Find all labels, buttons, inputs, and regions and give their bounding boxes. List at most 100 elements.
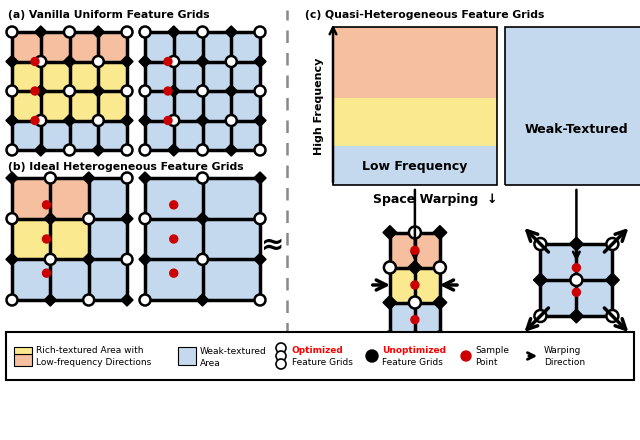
- Bar: [505, 27, 640, 185]
- Bar: [202, 178, 260, 219]
- Bar: [390, 303, 440, 337]
- Bar: [173, 91, 202, 121]
- Bar: [202, 219, 260, 259]
- Polygon shape: [121, 55, 133, 68]
- Circle shape: [164, 58, 172, 66]
- Bar: [333, 27, 497, 98]
- Polygon shape: [63, 55, 76, 68]
- Bar: [14, 354, 32, 366]
- Circle shape: [35, 56, 46, 67]
- Bar: [145, 32, 173, 62]
- Polygon shape: [254, 253, 266, 265]
- Polygon shape: [225, 85, 237, 97]
- Polygon shape: [383, 296, 397, 309]
- Circle shape: [607, 238, 618, 250]
- Polygon shape: [254, 55, 266, 68]
- Bar: [178, 347, 196, 365]
- Circle shape: [164, 117, 172, 125]
- Bar: [12, 32, 41, 62]
- Circle shape: [168, 115, 179, 126]
- Bar: [390, 232, 440, 268]
- Bar: [173, 32, 202, 62]
- Circle shape: [140, 144, 150, 155]
- Circle shape: [140, 85, 150, 96]
- Circle shape: [122, 172, 132, 183]
- Circle shape: [64, 26, 75, 37]
- Circle shape: [255, 26, 266, 37]
- Polygon shape: [570, 237, 583, 251]
- Polygon shape: [139, 172, 151, 184]
- Polygon shape: [92, 85, 104, 97]
- Circle shape: [45, 172, 56, 183]
- Bar: [51, 178, 89, 219]
- Bar: [89, 259, 127, 300]
- Text: Low-frequency Directions: Low-frequency Directions: [36, 357, 151, 367]
- Bar: [145, 62, 173, 91]
- Polygon shape: [383, 226, 397, 239]
- Polygon shape: [35, 144, 47, 156]
- Circle shape: [572, 264, 580, 272]
- Polygon shape: [196, 55, 209, 68]
- Circle shape: [164, 87, 172, 95]
- Circle shape: [42, 235, 51, 243]
- Bar: [145, 259, 202, 300]
- Circle shape: [570, 274, 582, 286]
- Bar: [145, 178, 202, 219]
- Circle shape: [140, 213, 150, 224]
- Bar: [70, 121, 99, 150]
- Bar: [12, 178, 51, 219]
- Circle shape: [140, 26, 150, 37]
- Polygon shape: [168, 144, 180, 156]
- Polygon shape: [92, 144, 104, 156]
- Text: Direction: Direction: [544, 357, 585, 367]
- Circle shape: [170, 201, 178, 209]
- Circle shape: [168, 56, 179, 67]
- Text: High Frequency: High Frequency: [314, 57, 324, 155]
- Bar: [202, 259, 260, 300]
- Polygon shape: [139, 114, 151, 127]
- Text: Area: Area: [200, 359, 221, 367]
- Polygon shape: [92, 26, 104, 38]
- Bar: [41, 91, 70, 121]
- Bar: [70, 62, 99, 91]
- Circle shape: [140, 294, 150, 305]
- Circle shape: [276, 343, 286, 353]
- Circle shape: [255, 294, 266, 305]
- Polygon shape: [254, 114, 266, 127]
- Bar: [99, 32, 127, 62]
- Circle shape: [170, 235, 178, 243]
- Bar: [333, 27, 497, 185]
- Bar: [12, 121, 41, 150]
- Text: (c) Quasi-Heterogeneous Feature Grids: (c) Quasi-Heterogeneous Feature Grids: [305, 10, 545, 20]
- Bar: [99, 62, 127, 91]
- Circle shape: [197, 85, 208, 96]
- Bar: [6, 332, 634, 380]
- Circle shape: [42, 201, 51, 209]
- Circle shape: [197, 26, 208, 37]
- Bar: [231, 121, 260, 150]
- Bar: [51, 219, 89, 259]
- Bar: [41, 121, 70, 150]
- Circle shape: [64, 144, 75, 155]
- Polygon shape: [433, 226, 447, 239]
- Bar: [202, 62, 231, 91]
- Text: Sample: Sample: [475, 345, 509, 355]
- Circle shape: [434, 261, 446, 274]
- Polygon shape: [534, 273, 547, 287]
- Polygon shape: [408, 260, 422, 275]
- Bar: [12, 259, 51, 300]
- Circle shape: [434, 331, 446, 344]
- Circle shape: [197, 254, 208, 265]
- Circle shape: [409, 227, 421, 238]
- Bar: [89, 178, 127, 219]
- Bar: [202, 32, 231, 62]
- Circle shape: [64, 85, 75, 96]
- Bar: [99, 121, 127, 150]
- Circle shape: [255, 213, 266, 224]
- Circle shape: [122, 144, 132, 155]
- Circle shape: [83, 294, 94, 305]
- Polygon shape: [121, 213, 133, 225]
- Circle shape: [276, 359, 286, 369]
- Bar: [173, 62, 202, 91]
- Circle shape: [534, 238, 547, 250]
